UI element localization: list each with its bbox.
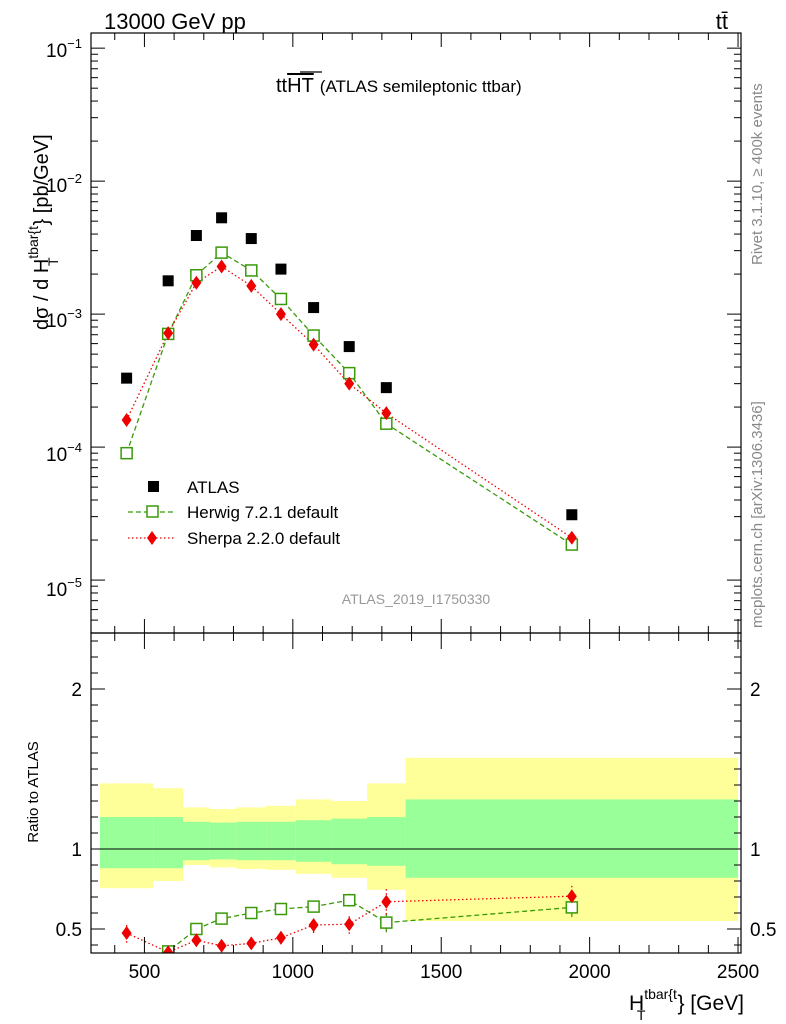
main-line-herwig [125, 251, 573, 546]
ratio-ylabel: Ratio to ATLAS [25, 741, 42, 842]
main-series-layer [120, 212, 579, 551]
ytick-label-1e-5: 10−5 [46, 575, 82, 601]
legend-marker-herwig [146, 505, 159, 518]
ratio-ytick-label-right: 0.5 [750, 920, 776, 941]
main-point-herwig [215, 246, 228, 259]
legend-marker-sherpa [147, 531, 157, 545]
ratio-band-inner [99, 817, 154, 869]
ratio-point-sherpa [381, 894, 392, 909]
main-point-atlas [216, 212, 228, 224]
main-point-herwig [245, 264, 258, 277]
ratio-point-sherpa [246, 936, 257, 951]
ratio-point-herwig [274, 902, 288, 916]
ratio-point-herwig [245, 906, 258, 920]
ratio-xtick-label: 500 [129, 962, 161, 983]
ratio-frame [90, 632, 742, 954]
main-point-sherpa [308, 337, 319, 352]
ytick-label-1e-1: 10−1 [46, 36, 82, 62]
main-axis-ticks [91, 33, 741, 634]
main-point-sherpa [275, 307, 286, 322]
ratio-point-herwig [380, 916, 393, 929]
ratio-band-inner [295, 820, 332, 862]
legend-label-sherpa: Sherpa 2.2.0 default [187, 529, 340, 548]
ratio-point-sherpa [566, 889, 577, 904]
main-point-atlas [308, 302, 320, 314]
main-line-sherpa [126, 265, 573, 539]
ratio-line-sherpa [126, 895, 572, 953]
main-point-sherpa [344, 376, 355, 391]
ratio-panel: 500 1000 1500 2000 2500 0.5 0.5 1 1 2 2 Ratio to A… [25, 632, 777, 1023]
ratio-tick-labels: 500 1000 1500 2000 2500 0.5 0.5 1 1 2 2 [56, 680, 777, 983]
ratio-point-sherpa [308, 918, 319, 932]
main-point-sherpa [163, 326, 174, 341]
header-left: 13000 GeV pp [104, 9, 246, 34]
ratio-point-herwig [215, 912, 228, 925]
ytick-label-1e-3: 10−3 [46, 306, 82, 332]
header-right: tt̄ [716, 9, 728, 34]
ratio-xtick-label: 1000 [272, 962, 314, 983]
ratio-band-inner [153, 817, 184, 869]
ratio-band-inner [367, 817, 406, 866]
legend-label-herwig: Herwig 7.2.1 default [187, 503, 338, 522]
ratio-point-sherpa [163, 945, 174, 953]
main-point-atlas [121, 372, 133, 384]
ratio-xtick-label: 2000 [568, 962, 610, 983]
ratio-point-sherpa [191, 933, 202, 948]
ratio-bands [99, 757, 739, 921]
ratio-point-sherpa [344, 917, 355, 932]
ratio-ytick-label-left: 1 [71, 840, 82, 861]
ratio-ytick-label-left: 2 [71, 680, 82, 701]
main-point-atlas [245, 233, 257, 245]
main-point-sherpa [246, 278, 257, 293]
ratio-ytick-label-right: 1 [750, 840, 761, 861]
ratio-point-sherpa [121, 926, 132, 940]
ratio-point-herwig [342, 893, 356, 907]
ratio-xtick-label: 2500 [717, 962, 759, 983]
legend-label-atlas: ATLAS [187, 478, 240, 497]
main-panel: 10−1 10−2 10−3 10−4 10−5 dσ / d Htbar{tT… [25, 32, 742, 634]
ratio-ytick-label-right: 2 [750, 680, 761, 701]
ratio-xtick-label: 1500 [420, 962, 462, 983]
ratio-axis-ticks [91, 633, 741, 953]
main-point-herwig [120, 446, 133, 460]
main-point-sherpa [381, 406, 392, 421]
ratio-band-inner [236, 821, 267, 861]
ratio-point-herwig [307, 900, 320, 913]
ratio-band-inner [209, 822, 237, 860]
main-point-sherpa [121, 412, 132, 427]
legend: ATLAS Herwig 7.2.1 default Sherpa 2.2.0 … [128, 478, 340, 548]
ratio-line-herwig [161, 899, 572, 953]
ratio-xlabel: Htbar{t T} [GeV] [629, 986, 744, 1023]
legend-marker-atlas [148, 481, 159, 492]
ratio-band-inner [266, 821, 296, 861]
ratio-point-herwig [565, 901, 579, 914]
ratio-ytick-label-left: 0.5 [56, 920, 82, 941]
ytick-label-1e-4: 10−4 [46, 440, 82, 466]
mcplots-label: mcplots.cern.ch [arXiv:1306.3436] [749, 401, 766, 628]
ratio-point-sherpa [275, 930, 286, 945]
main-point-sherpa [566, 530, 577, 545]
rivet-label: Rivet 3.1.10, ≥ 400k events [749, 83, 766, 265]
main-point-sherpa [216, 259, 227, 274]
ratio-band-inner [183, 821, 210, 861]
main-point-herwig [274, 292, 288, 306]
main-point-atlas [275, 263, 287, 275]
main-point-sherpa [191, 275, 202, 290]
main-point-atlas [190, 230, 202, 242]
main-ylabel: dσ / d Htbar{tT} [pb/GeV] [25, 134, 61, 330]
analysis-id: ATLAS_2019_I1750330 [342, 591, 491, 607]
main-point-atlas [162, 275, 174, 287]
ratio-band-inner [331, 818, 368, 865]
main-point-atlas [343, 341, 355, 353]
ratio-point-sherpa [216, 938, 227, 953]
main-point-atlas [380, 382, 392, 394]
ratio-band-inner [405, 799, 739, 878]
main-point-atlas [566, 509, 578, 521]
ratio-point-herwig [190, 922, 203, 936]
plot-title: ttHT (ATLAS semileptonic ttbar) [276, 75, 522, 97]
